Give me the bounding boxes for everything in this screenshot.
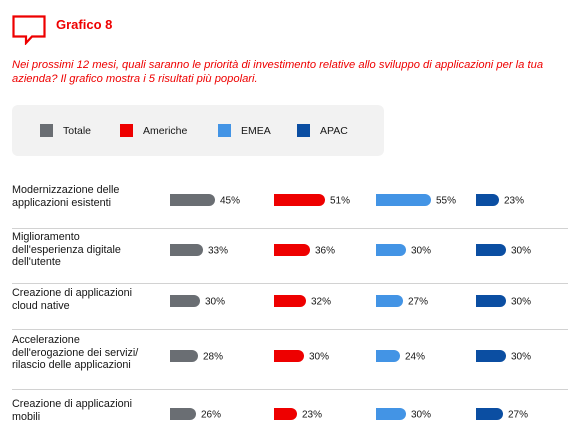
bar-americhe <box>274 194 325 206</box>
row-label-line: rilascio delle applicazioni <box>12 359 131 371</box>
bar-value-label: 30% <box>511 246 531 257</box>
bar-apac <box>476 244 506 256</box>
bar-totale <box>170 295 200 307</box>
bar-apac <box>476 295 506 307</box>
bar-emea <box>376 244 406 256</box>
bar-value-label: 45% <box>220 196 240 207</box>
bar-emea <box>376 408 406 420</box>
bar-emea <box>376 194 431 206</box>
bar-value-label: 33% <box>208 246 228 257</box>
bar-totale <box>170 350 198 362</box>
bar-value-label: 23% <box>302 410 322 421</box>
bar-value-label: 30% <box>511 352 531 363</box>
question-text: Nei prossimi 12 mesi, quali saranno le p… <box>12 59 544 85</box>
bar-apac <box>476 194 499 206</box>
bar-apac <box>476 350 506 362</box>
row-label: Creazione di applicazioni cloud native <box>12 287 162 312</box>
bar-value-label: 32% <box>311 297 331 308</box>
row-label: Creazione di applicazioni mobili <box>12 398 162 423</box>
legend-item-emea: EMEA <box>218 124 271 137</box>
row-label-line: Accelerazione <box>12 334 80 346</box>
bar-value-label: 28% <box>203 352 223 363</box>
bar-americhe <box>274 408 297 420</box>
bar-americhe <box>274 295 306 307</box>
bar-value-label: 30% <box>309 352 329 363</box>
legend-swatch <box>218 124 231 137</box>
bar-value-label: 27% <box>408 297 428 308</box>
row-label-line: mobili <box>12 410 41 423</box>
row-label: Accelerazione dell'erogazione dei servizi… <box>12 334 162 372</box>
legend: Totale Americhe EMEA APAC <box>12 105 384 156</box>
row-divider <box>12 389 568 390</box>
bar-americhe <box>274 244 310 256</box>
row-label-line: dell'esperienza digitale <box>12 243 121 256</box>
row-label-line: dell'utente <box>12 256 61 268</box>
legend-label: APAC <box>320 124 348 137</box>
legend-item-apac: APAC <box>297 124 348 137</box>
row-divider <box>12 329 568 330</box>
row-label-line: cloud native <box>12 299 70 312</box>
legend-label: Totale <box>63 124 92 137</box>
row-label-line: Modernizzazione delle <box>12 184 120 196</box>
bar-value-label: 36% <box>315 246 335 257</box>
bar-totale <box>170 408 196 420</box>
chart-callout-icon <box>12 15 46 45</box>
bar-americhe <box>274 350 304 362</box>
row-label: Miglioramento dell'esperienza digitale del… <box>12 231 162 269</box>
legend-swatch <box>40 124 53 137</box>
bar-apac <box>476 408 503 420</box>
row-divider <box>12 228 568 229</box>
row-label-line: dell'erogazione dei servizi/ <box>12 346 139 359</box>
row-divider <box>12 283 568 284</box>
bar-value-label: 51% <box>330 196 350 207</box>
row-label-line: Miglioramento <box>12 231 80 243</box>
bar-value-label: 30% <box>411 246 431 257</box>
bar-value-label: 24% <box>405 352 425 363</box>
bar-emea <box>376 295 403 307</box>
bar-totale <box>170 194 215 206</box>
legend-item-americhe: Americhe <box>120 124 187 137</box>
legend-swatch <box>297 124 310 137</box>
bar-emea <box>376 350 400 362</box>
bar-value-label: 30% <box>511 297 531 308</box>
bar-value-label: 30% <box>411 410 431 421</box>
bar-value-label: 55% <box>436 196 456 207</box>
bar-totale <box>170 244 203 256</box>
row-label-line: applicazioni esistenti <box>12 196 112 209</box>
row-label-line: Creazione di applicazioni <box>12 398 133 410</box>
row-label: Modernizzazione delle applicazioni esiste… <box>12 184 162 209</box>
legend-label: Americhe <box>143 124 188 137</box>
legend-swatch <box>120 124 133 137</box>
bar-value-label: 26% <box>201 410 221 421</box>
bar-value-label: 27% <box>508 410 528 421</box>
row-label-line: Creazione di applicazioni <box>12 287 133 299</box>
bar-value-label: 23% <box>504 196 524 207</box>
legend-item-totale: Totale <box>40 124 91 137</box>
bar-value-label: 30% <box>205 297 225 308</box>
chart-title: Grafico 8 <box>56 17 113 32</box>
legend-label: EMEA <box>241 124 271 137</box>
